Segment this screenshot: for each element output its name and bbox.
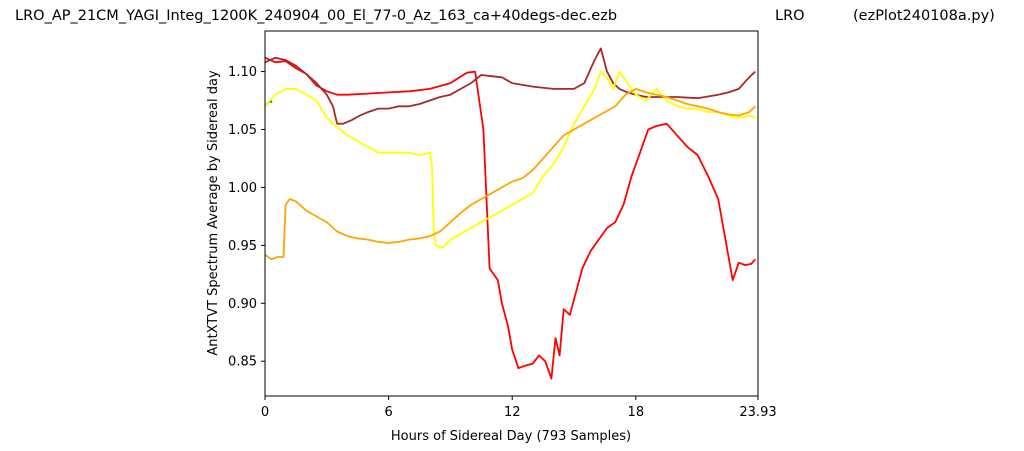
x-tick-label: 0 (261, 405, 269, 420)
y-tick-label: 1.10 (228, 65, 257, 80)
plot-lines (265, 47, 756, 380)
y-tick-label: 0.90 (228, 297, 257, 312)
x-tick-label: 23.93 (739, 405, 776, 420)
y-tick-label: 1.00 (228, 181, 257, 196)
series-line-1 (265, 56, 756, 380)
header-script: (ezPlot240108a.py) (853, 8, 995, 24)
x-tick-label: 6 (384, 405, 392, 420)
y-tick-label: 1.05 (228, 123, 257, 138)
header-lro: LRO (775, 8, 805, 24)
y-axis-label: AntXTVT Spectrum Average by Sidereal day (206, 70, 221, 356)
y-tick-label: 0.95 (228, 239, 257, 254)
plot-frame (264, 30, 759, 397)
header-filename: LRO_AP_21CM_YAGI_Integ_1200K_240904_00_E… (15, 8, 617, 24)
x-axis: 0 6 12 18 23.93 (261, 396, 777, 420)
y-tick-label: 0.85 (228, 355, 257, 370)
x-axis-label: Hours of Sidereal Day (793 Samples) (391, 429, 631, 444)
x-tick-label: 12 (504, 405, 521, 420)
series-line-3 (265, 70, 756, 249)
series-line-2 (265, 47, 756, 125)
series-line-4 (265, 88, 756, 261)
x-tick-label: 18 (628, 405, 645, 420)
y-axis: 0.85 0.90 0.95 1.00 1.05 1.10 (228, 65, 265, 370)
